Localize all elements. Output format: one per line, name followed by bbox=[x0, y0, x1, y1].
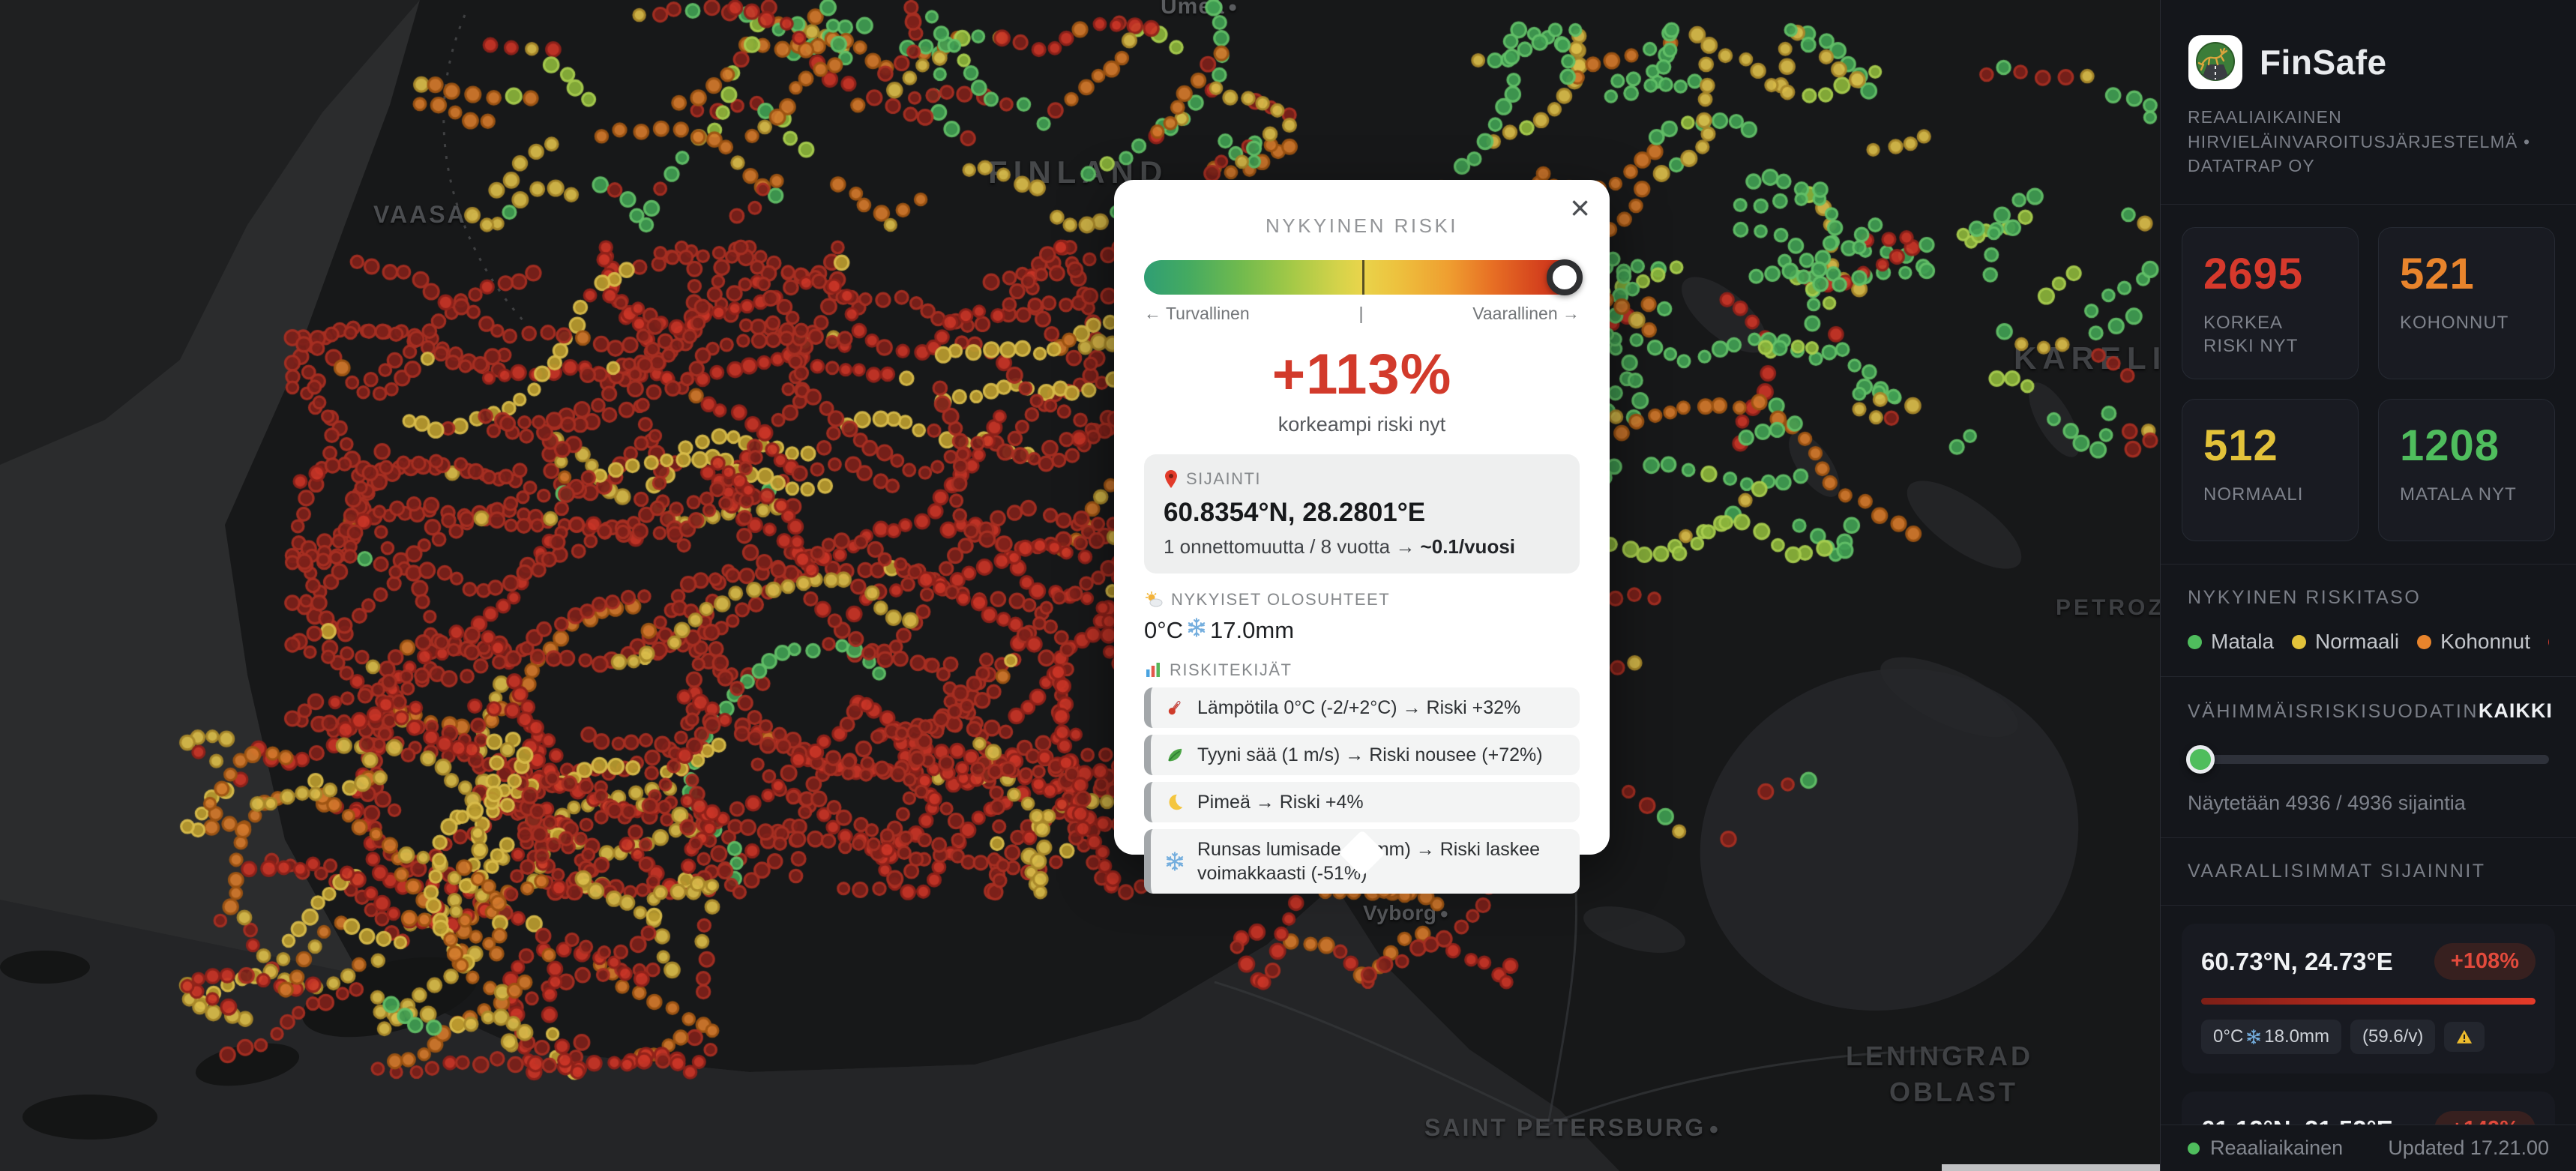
thermometer-icon bbox=[1163, 698, 1187, 717]
dangerous-section-title: VAARALLISIMMAT SIJAINNIT bbox=[2161, 837, 2576, 906]
app-logo-icon bbox=[2188, 34, 2243, 90]
legend-item: Kohonnut bbox=[2417, 630, 2530, 654]
stat-value: 1208 bbox=[2400, 421, 2500, 471]
map-pin-icon bbox=[1164, 469, 1179, 489]
dangerous-location-card[interactable]: 60.73°N, 24.73°E +108% 0°C 18.0mm (59.6/v) bbox=[2182, 924, 2555, 1074]
close-icon[interactable]: × bbox=[1570, 188, 1590, 227]
risk-factor-row: Tyyni sää (1 m/s) → Riski nousee (+72%) bbox=[1144, 735, 1580, 775]
conditions-values: 0°C 17.0mm bbox=[1144, 617, 1295, 644]
gradient-center-tick bbox=[1361, 260, 1364, 295]
gauge-label-safe: ← Turvallinen bbox=[1144, 304, 1250, 323]
conditions-label: NYKYISET OLOSUHTEET bbox=[1171, 590, 1391, 609]
risk-level-title: NYKYINEN RISKITASO bbox=[2188, 587, 2422, 609]
legend-item: Korkea bbox=[2548, 630, 2549, 654]
legend-dot bbox=[2188, 634, 2202, 649]
warning-icon bbox=[2456, 1029, 2473, 1045]
sidebar-footer: Reaaliaikainen Updated 17.21.00 bbox=[2161, 1125, 2576, 1171]
stat-card: 2695 KORKEA RISKI NYT bbox=[2182, 226, 2359, 380]
info-chip: (59.6/v) bbox=[2350, 1020, 2436, 1055]
legend-label: Normaali bbox=[2315, 630, 2400, 654]
risk-change-caption: korkeampi riski nyt bbox=[1278, 413, 1446, 436]
risk-change-value: +113% bbox=[1272, 343, 1452, 406]
location-label: SIJAINTI bbox=[1186, 469, 1262, 488]
info-chip: 0°C 18.0mm bbox=[2201, 1020, 2341, 1055]
risk-factor-row: Pimeä → Riski +4% bbox=[1144, 782, 1580, 822]
filter-section: VÄHIMMÄISRISKISUODATIN KAIKKI Näytetään … bbox=[2161, 676, 2576, 837]
app-subtitle: REAALIAIKAINEN HIRVIELÄINVAROITUSJÄRJEST… bbox=[2188, 107, 2531, 176]
stats-grid: 2695 KORKEA RISKI NYT 521 KOHONNUT 512 NORMAA… bbox=[2161, 203, 2576, 564]
snowflake-icon bbox=[1186, 617, 1207, 644]
legend-label: Matala bbox=[2211, 630, 2275, 654]
map-canvas[interactable] bbox=[0, 0, 2160, 1171]
risk-factors-list: Lämpötila 0°C (-2/+2°C) → Riski +32% Tyyn… bbox=[1144, 687, 1580, 894]
risk-gradient-bar bbox=[1144, 259, 1583, 295]
stat-card: 512 NORMAALI bbox=[2182, 399, 2359, 542]
risk-factor-row: Runsas lumisade (17mm) → Riski laskee vo… bbox=[1144, 829, 1580, 894]
location-coords: 60.73°N, 24.73°E bbox=[2201, 947, 2393, 975]
map-region[interactable]: Umeå●VAASA●FINLANDKARELIAPETROZAVODSKVyb… bbox=[0, 0, 2160, 1171]
stat-label: KOHONNUT bbox=[2400, 312, 2509, 333]
gauge-label-center: | bbox=[1358, 304, 1364, 323]
stat-label: MATALA NYT bbox=[2400, 484, 2517, 505]
stat-card: 521 KOHONNUT bbox=[2378, 226, 2555, 380]
legend-dot bbox=[2417, 634, 2432, 649]
stat-card: 1208 MATALA NYT bbox=[2378, 399, 2555, 542]
live-status-icon bbox=[2188, 1142, 2200, 1155]
app-name: FinSafe bbox=[2260, 43, 2387, 82]
warning-chip bbox=[2444, 1022, 2485, 1053]
factors-label: RISKITEKIJÄT bbox=[1170, 660, 1292, 679]
sun-cloud-icon bbox=[1144, 591, 1164, 609]
location-coords: 60.8354°N, 28.2801°E bbox=[1164, 498, 1426, 527]
popup-title: NYKYINEN RISKI bbox=[1265, 214, 1459, 237]
legend-dot bbox=[2548, 634, 2549, 649]
risk-factor-text: Runsas lumisade (17mm) → Riski laskee vo… bbox=[1197, 839, 1541, 884]
bar-chart-icon bbox=[1144, 661, 1162, 679]
risk-gauge-knob[interactable] bbox=[1546, 259, 1583, 295]
snowflake-icon bbox=[2245, 1029, 2262, 1045]
updated-timestamp: Updated 17.21.00 bbox=[2388, 1137, 2549, 1159]
min-risk-slider[interactable] bbox=[2186, 745, 2549, 774]
location-history: 1 onnettomuutta / 8 vuotta → ~0.1/vuosi bbox=[1164, 535, 1516, 558]
stat-value: 2695 bbox=[2203, 249, 2304, 298]
sidebar-header: FinSafe REAALIAIKAINEN HIRVIELÄINVAROITU… bbox=[2161, 0, 2576, 204]
legend-label: Kohonnut bbox=[2440, 630, 2530, 654]
stat-label: KORKEA RISKI NYT bbox=[2203, 312, 2299, 357]
filter-title: VÄHIMMÄISRISKISUODATIN bbox=[2188, 701, 2479, 723]
risk-factor-text: Tyyni sää (1 m/s) → Riski nousee (+72%) bbox=[1197, 744, 1543, 765]
risk-popup: × NYKYINEN RISKI ← Turvallinen | Vaarall… bbox=[1114, 180, 1610, 894]
risk-legend: Matala Normaali Kohonnut Korkea bbox=[2188, 630, 2549, 654]
snowflake-icon bbox=[1163, 851, 1187, 872]
stat-value: 512 bbox=[2203, 421, 2278, 471]
location-rate: ~0.1/vuosi bbox=[1420, 535, 1516, 558]
risk-factor-text: Lämpötila 0°C (-2/+2°C) → Riski +32% bbox=[1197, 697, 1521, 718]
live-status-label: Reaaliaikainen bbox=[2210, 1137, 2344, 1159]
risk-level-section: NYKYINEN RISKITASO Matala Normaali Kohonnu… bbox=[2161, 564, 2576, 676]
legend-item: Normaali bbox=[2292, 630, 2399, 654]
risk-factor-text: Pimeä → Riski +4% bbox=[1197, 792, 1364, 813]
location-box: SIJAINTI 60.8354°N, 28.2801°E 1 onnettom… bbox=[1144, 454, 1580, 574]
risk-gauge: ← Turvallinen | Vaarallinen → bbox=[1144, 259, 1583, 324]
filter-value: KAIKKI bbox=[2478, 699, 2553, 723]
slider-track[interactable] bbox=[2188, 755, 2549, 765]
risk-bar bbox=[2201, 998, 2536, 1005]
stat-value: 521 bbox=[2400, 249, 2475, 298]
moon-icon bbox=[1163, 792, 1187, 812]
legend-dot bbox=[2292, 634, 2307, 649]
stat-label: NORMAALI bbox=[2203, 484, 2304, 505]
filter-shown-count: Näytetään 4936 / 4936 sijaintia bbox=[2188, 792, 2466, 815]
legend-item: Matala bbox=[2188, 630, 2274, 654]
slider-knob[interactable] bbox=[2186, 745, 2215, 774]
risk-factor-row: Lämpötila 0°C (-2/+2°C) → Riski +32% bbox=[1144, 687, 1580, 728]
leaf-icon bbox=[1163, 745, 1187, 765]
risk-badge: +108% bbox=[2434, 943, 2536, 981]
map-attribution bbox=[1942, 1164, 2160, 1171]
gauge-label-danger: Vaarallinen → bbox=[1472, 304, 1580, 323]
sidebar: FinSafe REAALIAIKAINEN HIRVIELÄINVAROITU… bbox=[2160, 0, 2576, 1171]
